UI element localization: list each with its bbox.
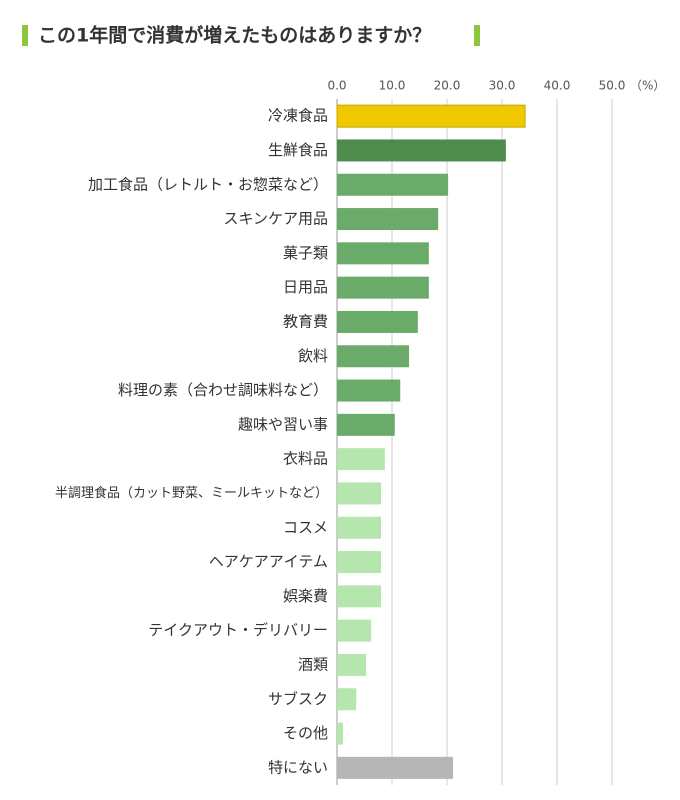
x-tick-label: 40.0	[544, 79, 571, 93]
bar	[337, 276, 429, 299]
x-tick-label: 10.0	[379, 79, 406, 93]
category-label: 趣味や習い事	[238, 415, 328, 433]
bar	[337, 722, 344, 745]
x-tick-label: 30.0	[489, 79, 516, 93]
bar	[337, 208, 439, 231]
category-label: サブスク	[268, 690, 328, 708]
bar	[337, 139, 506, 162]
category-label: 衣料品	[283, 450, 328, 468]
category-label: コスメ	[283, 518, 328, 536]
category-label: 飲料	[298, 347, 328, 365]
title-marker	[474, 25, 480, 46]
x-tick-label: 0.0	[327, 79, 346, 93]
category-label: スキンケア用品	[223, 210, 328, 228]
bar	[337, 551, 381, 574]
category-label: テイクアウト・デリバリー	[148, 621, 328, 639]
unit-label: （%）	[630, 79, 665, 93]
bar	[337, 756, 454, 779]
bar	[337, 688, 357, 711]
bar	[337, 653, 367, 676]
category-label: ヘアケアアイテム	[209, 553, 328, 571]
bar	[337, 482, 381, 505]
x-tick-label: 50.0	[599, 79, 626, 93]
bar	[337, 413, 395, 436]
category-label: 菓子類	[283, 244, 328, 262]
bar	[337, 448, 385, 471]
category-label: 半調理食品（カット野菜、ミールキットなど）	[55, 485, 328, 501]
category-label: 日用品	[283, 278, 328, 296]
title-marker	[22, 25, 28, 46]
category-label: 教育費	[283, 312, 328, 330]
category-label: 特にない	[268, 758, 328, 776]
category-label: 冷凍食品	[268, 107, 328, 125]
category-label: 娯楽費	[283, 587, 328, 605]
x-tick-label: 20.0	[434, 79, 461, 93]
bar	[337, 585, 381, 608]
category-label: その他	[283, 724, 328, 742]
bar	[337, 379, 401, 402]
bar	[337, 310, 418, 333]
category-label: 加工食品（レトルト・お惣菜など）	[88, 175, 328, 193]
category-label: 料理の素（合わせ調味料など）	[118, 381, 328, 399]
bar	[337, 345, 410, 368]
category-label: 生鮮食品	[268, 141, 328, 159]
bar	[336, 104, 526, 128]
bar	[337, 242, 429, 265]
bar	[337, 619, 372, 642]
category-label: 酒類	[298, 655, 328, 673]
chart-title: この1年間で消費が増えたものはありますか？	[38, 24, 431, 47]
bar	[337, 173, 449, 196]
bar	[337, 516, 381, 539]
